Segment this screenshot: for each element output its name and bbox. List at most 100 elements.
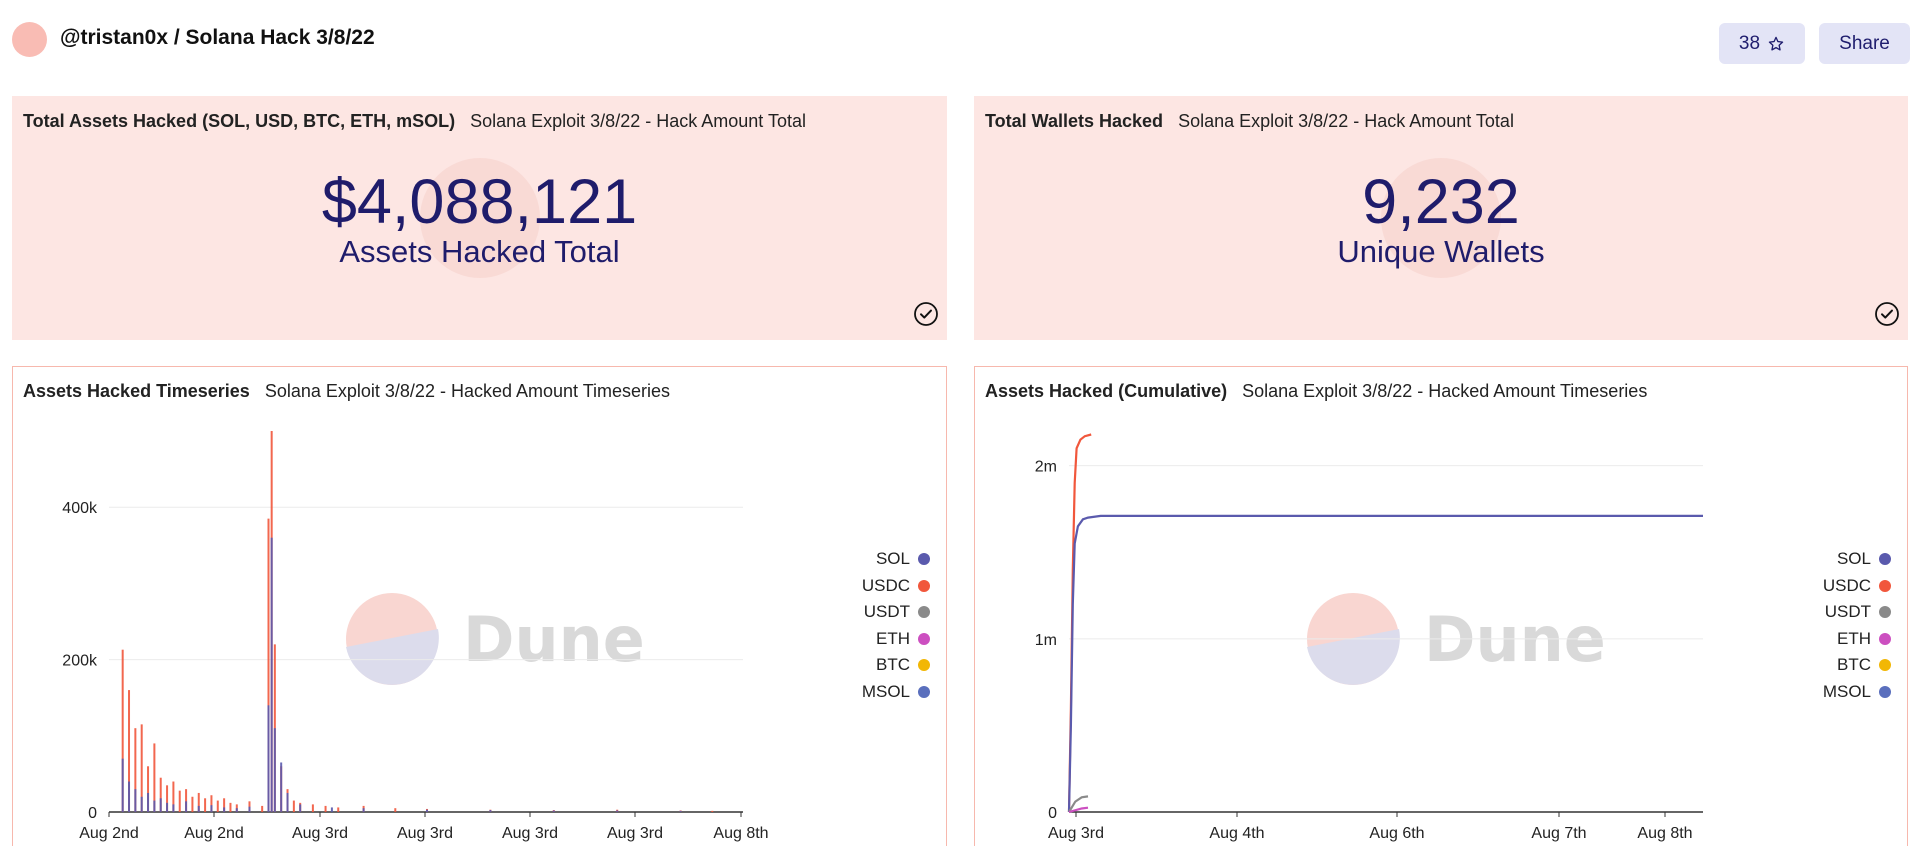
bar-usdc <box>191 796 194 812</box>
legend-dot <box>918 685 930 698</box>
dune-watermark: Dune <box>1307 593 1606 685</box>
line-usdt <box>1068 795 1089 813</box>
y-tick-label: 2m <box>1035 459 1057 476</box>
legend-label: USDT <box>863 602 910 622</box>
legend-dot <box>1879 685 1891 698</box>
query-name[interactable]: Solana Exploit 3/8/22 - Hack Amount Tota… <box>470 111 806 131</box>
y-tick-label: 200k <box>62 653 98 670</box>
legend-label: SOL <box>875 549 910 569</box>
legend-item-btc[interactable]: BTC <box>810 652 930 679</box>
legend-label: BTC <box>1837 655 1871 675</box>
star-button[interactable]: 38 <box>1719 23 1805 64</box>
x-tick-label: Aug 3rd <box>397 825 453 842</box>
bar-usdc <box>147 766 150 812</box>
breadcrumb[interactable]: @tristan0x / Solana Hack 3/8/22 <box>60 26 375 49</box>
watermark-logo <box>1381 158 1501 278</box>
bar-sol <box>679 810 682 812</box>
visualization-title[interactable]: Total Wallets Hacked <box>985 111 1164 131</box>
bar-usdc <box>261 805 264 812</box>
bar-sol <box>172 804 175 812</box>
legend-item-eth[interactable]: ETH <box>810 626 930 653</box>
legend-label: USDT <box>1824 602 1871 622</box>
x-tick-label: Aug 8th <box>1637 825 1692 842</box>
bar-sol <box>235 808 238 812</box>
legend-item-sol[interactable]: SOL <box>810 546 930 573</box>
watermark-text: Dune <box>463 603 645 676</box>
bar-sol <box>210 805 213 812</box>
x-tick-label: Aug 3rd <box>292 825 348 842</box>
bar-sol <box>128 781 131 812</box>
bar-usdc <box>337 807 340 812</box>
avatar[interactable] <box>12 22 47 57</box>
bar-usdc <box>394 808 397 812</box>
visualization-title[interactable]: Assets Hacked Timeseries <box>23 381 250 401</box>
check-circle-icon <box>913 301 939 332</box>
bar-usdc <box>185 789 188 812</box>
y-tick-label: 1m <box>1035 632 1057 649</box>
query-name[interactable]: Solana Exploit 3/8/22 - Hacked Amount Ti… <box>264 381 671 401</box>
visualization-title[interactable]: Assets Hacked (Cumulative) <box>985 381 1228 401</box>
bar-sol <box>134 789 137 812</box>
bar-usdc <box>172 781 175 812</box>
legend-item-eth[interactable]: ETH <box>1771 626 1891 653</box>
card-title: Total Assets Hacked (SOL, USD, BTC, ETH,… <box>23 111 806 132</box>
bar-sol <box>426 809 428 812</box>
y-tick-label: 0 <box>1048 805 1057 822</box>
legend-item-usdt[interactable]: USDT <box>1771 599 1891 626</box>
legend-dot <box>1879 606 1891 619</box>
check-circle-icon <box>1874 301 1900 332</box>
x-tick-label: Aug 3rd <box>502 825 558 842</box>
legend-item-usdc[interactable]: USDC <box>810 573 930 600</box>
bar-sol <box>185 801 188 812</box>
bar-sol <box>270 537 273 812</box>
x-tick-label: Aug 4th <box>1209 825 1264 842</box>
dune-watermark: Dune <box>346 593 645 685</box>
counter-card-wallets: Total Wallets Hacked Solana Exploit 3/8/… <box>974 96 1908 340</box>
bar-usdc <box>711 810 714 812</box>
legend-label: MSOL <box>1822 681 1871 701</box>
legend-dot <box>918 579 930 592</box>
query-name[interactable]: Solana Exploit 3/8/22 - Hacked Amount Ti… <box>1242 381 1648 401</box>
bar-usdc <box>178 790 181 812</box>
bar-usdc <box>128 690 131 812</box>
watermark-text: Dune <box>1424 603 1606 676</box>
legend-dot <box>918 632 930 645</box>
legend-dot <box>1879 553 1891 566</box>
legend-item-sol[interactable]: SOL <box>1771 546 1891 573</box>
legend-item-btc[interactable]: BTC <box>1771 652 1891 679</box>
card-title: Assets Hacked Timeseries Solana Exploit … <box>23 381 670 402</box>
chart-legend: SOL USDC USDT ETH BTC MSOL <box>810 546 930 705</box>
visualization-title[interactable]: Total Assets Hacked (SOL, USD, BTC, ETH,… <box>23 111 456 131</box>
bar-usdc <box>134 728 137 812</box>
bar-sol <box>489 810 492 812</box>
chart-card-cumulative: Assets Hacked (Cumulative) Solana Exploi… <box>974 366 1908 846</box>
legend-item-msol[interactable]: MSOL <box>1771 679 1891 706</box>
page-header: @tristan0x / Solana Hack 3/8/22 38 Share <box>0 0 1922 82</box>
x-tick-label: Aug 2nd <box>79 825 139 842</box>
star-icon <box>1767 35 1785 53</box>
legend-label: MSOL <box>861 681 910 701</box>
legend-label: USDC <box>1822 575 1871 595</box>
legend-item-usdc[interactable]: USDC <box>1771 573 1891 600</box>
bar-sol <box>616 810 619 812</box>
bar-usdc <box>229 802 232 812</box>
legend-item-usdt[interactable]: USDT <box>810 599 930 626</box>
bar-usdc <box>197 792 200 812</box>
counter-card-assets: Total Assets Hacked (SOL, USD, BTC, ETH,… <box>12 96 947 340</box>
share-button[interactable]: Share <box>1819 23 1910 64</box>
bar-sol <box>159 798 162 812</box>
query-name[interactable]: Solana Exploit 3/8/22 - Hack Amount Tota… <box>1178 111 1514 131</box>
card-title: Assets Hacked (Cumulative) Solana Exploi… <box>985 381 1647 402</box>
bar-sol <box>286 792 289 812</box>
chart-card-timeseries: Assets Hacked Timeseries Solana Exploit … <box>12 366 947 846</box>
counter-value: 9,232 <box>1362 167 1520 237</box>
bar-usdc <box>292 800 295 812</box>
bar-sol <box>147 792 150 812</box>
chart-legend: SOL USDC USDT ETH BTC MSOL <box>1771 546 1891 705</box>
legend-item-msol[interactable]: MSOL <box>810 679 930 706</box>
bar-sol <box>552 810 555 812</box>
counter-value: $4,088,121 <box>321 167 638 237</box>
bar-sol <box>273 728 276 812</box>
bar-sol <box>267 705 270 812</box>
legend-label: ETH <box>1837 628 1871 648</box>
